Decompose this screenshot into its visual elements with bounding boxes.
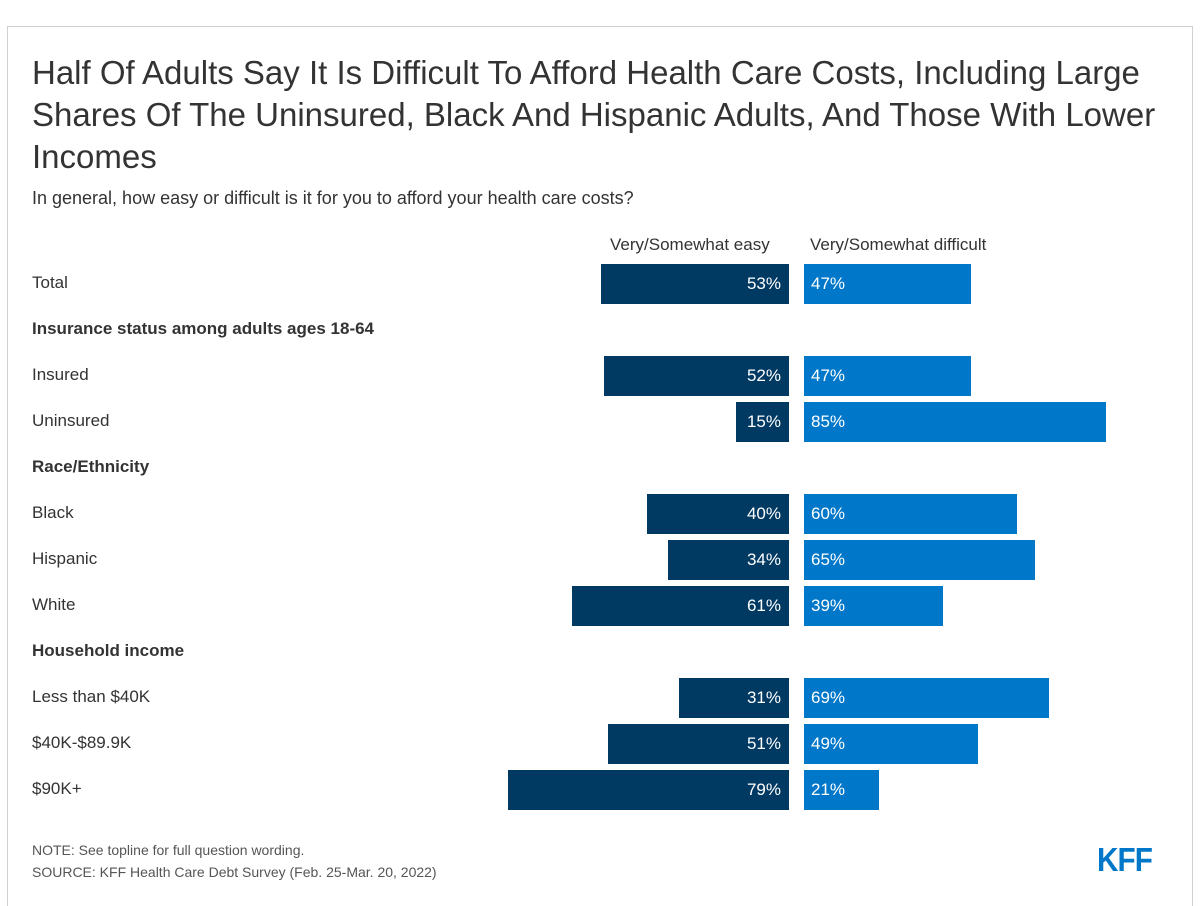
footer-note: NOTE: See topline for full question word… [32,842,305,858]
bar-label-easy: 31% [746,688,781,707]
bar-difficult [804,540,1036,580]
bar-label-easy: 79% [746,780,781,799]
chart-frame [7,26,1193,906]
bar-label-easy: 51% [746,734,781,753]
bar-easy [678,678,789,718]
bar-label-easy: 53% [746,274,781,293]
bar-label-easy: 15% [746,412,781,431]
legend-easy: Very/Somewhat easy [610,235,770,254]
bar-label-difficult: 21% [811,780,846,799]
bar-easy [646,494,789,534]
bar-difficult [804,678,1050,718]
bar-label-difficult: 69% [811,688,846,707]
bar-difficult [804,264,972,304]
row-label: Less than $40K [32,687,151,706]
bar-difficult [804,724,979,764]
bar-label-difficult: 85% [811,412,846,431]
bar-label-difficult: 47% [811,274,846,293]
row-label: Total [32,273,68,292]
bar-label-difficult: 47% [811,366,846,385]
bar-difficult [804,770,879,810]
bar-label-difficult: 60% [811,504,846,523]
bar-label-easy: 61% [746,596,781,615]
bar-label-easy: 40% [746,504,781,523]
bar-label-difficult: 65% [811,550,846,569]
bar-label-difficult: 49% [811,734,846,753]
row-label: $90K+ [32,779,82,798]
bar-label-easy: 34% [746,550,781,569]
bar-easy [607,724,789,764]
row-label: $40K-$89.9K [32,733,132,752]
bar-easy [572,586,789,626]
footer-source: SOURCE: KFF Health Care Debt Survey (Feb… [32,864,437,880]
bar-easy [508,770,789,810]
section-header: Household income [32,641,185,660]
bar-difficult [804,586,943,626]
bar-easy [668,540,789,580]
bar-label-difficult: 39% [811,596,846,615]
bar-easy [604,356,789,396]
chart-subtitle: In general, how easy or difficult is it … [32,188,634,208]
kff-logo: KFF [1097,841,1153,878]
bar-easy [735,402,789,442]
chart-title: Half Of Adults Say It Is Difficult To Af… [32,54,1156,175]
row-label: Hispanic [32,549,98,568]
bar-difficult [804,494,1018,534]
row-label: White [32,595,76,614]
section-header: Insurance status among adults ages 18-64 [32,319,375,338]
legend-difficult: Very/Somewhat difficult [810,235,987,254]
section-header: Race/Ethnicity [32,457,150,476]
row-label: Black [32,503,74,522]
bar-label-easy: 52% [746,366,781,385]
row-label: Insured [32,365,89,384]
bar-easy [600,264,789,304]
bar-difficult [804,402,1107,442]
row-label: Uninsured [32,411,110,430]
bar-difficult [804,356,972,396]
